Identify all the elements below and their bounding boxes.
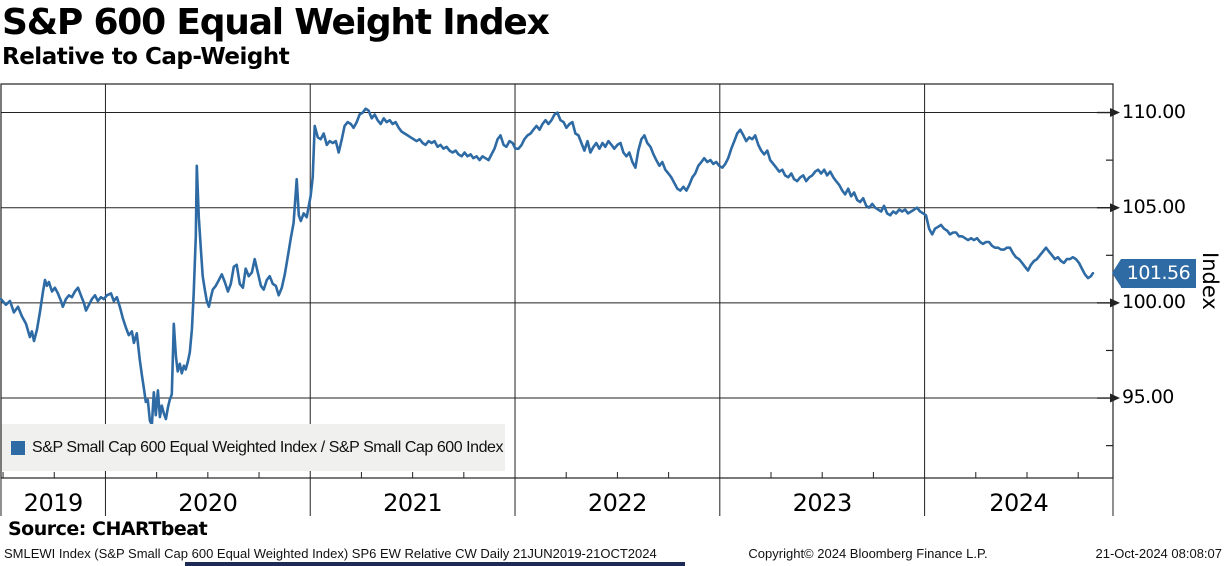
y-axis-title: Index <box>1198 252 1222 310</box>
source-label: Source: CHARTbeat <box>8 518 208 540</box>
y-tick-label: 95.00 <box>1122 386 1174 409</box>
x-tick-label: 2020 <box>178 489 238 517</box>
y-tick-arrow-icon <box>1110 298 1120 308</box>
y-tick-label: 105.00 <box>1122 195 1186 218</box>
legend-marker-icon <box>11 440 25 455</box>
page-title: S&P 600 Equal Weight Index <box>2 2 550 43</box>
y-tick-arrow-icon <box>1110 108 1120 118</box>
last-value-text: 101.56 <box>1126 261 1191 284</box>
plot-border <box>0 83 1114 479</box>
y-tick-arrow-icon <box>1110 203 1120 213</box>
x-tick-label: 2024 <box>989 489 1049 517</box>
y-tick-label: 110.00 <box>1122 100 1186 123</box>
y-tick-arrow-icon <box>1110 393 1120 403</box>
x-tick-label: 2019 <box>23 489 84 517</box>
footer-security-description: SMLEWI Index (S&P Small Cap 600 Equal We… <box>4 546 657 561</box>
page-subtitle: Relative to Cap-Weight <box>2 44 290 70</box>
footer-copyright: Copyright© 2024 Bloomberg Finance L.P. <box>748 546 988 561</box>
footer-timestamp: 21-Oct-2024 08:08:07 <box>1095 546 1222 561</box>
ratio-line-series <box>0 107 1095 426</box>
x-tick-label: 2023 <box>792 489 853 517</box>
footer: SMLEWI Index (S&P Small Cap 600 Equal We… <box>0 546 1224 562</box>
legend[interactable]: S&P Small Cap 600 Equal Weighted Index /… <box>2 424 505 471</box>
legend-label: S&P Small Cap 600 Equal Weighted Index /… <box>32 438 504 456</box>
y-tick-label: 100.00 <box>1122 290 1186 313</box>
taskbar-edge <box>185 562 685 566</box>
x-tick-label: 2022 <box>587 489 648 517</box>
x-tick-label: 2021 <box>383 489 443 517</box>
last-value-flag: 101.56 <box>1112 258 1196 288</box>
